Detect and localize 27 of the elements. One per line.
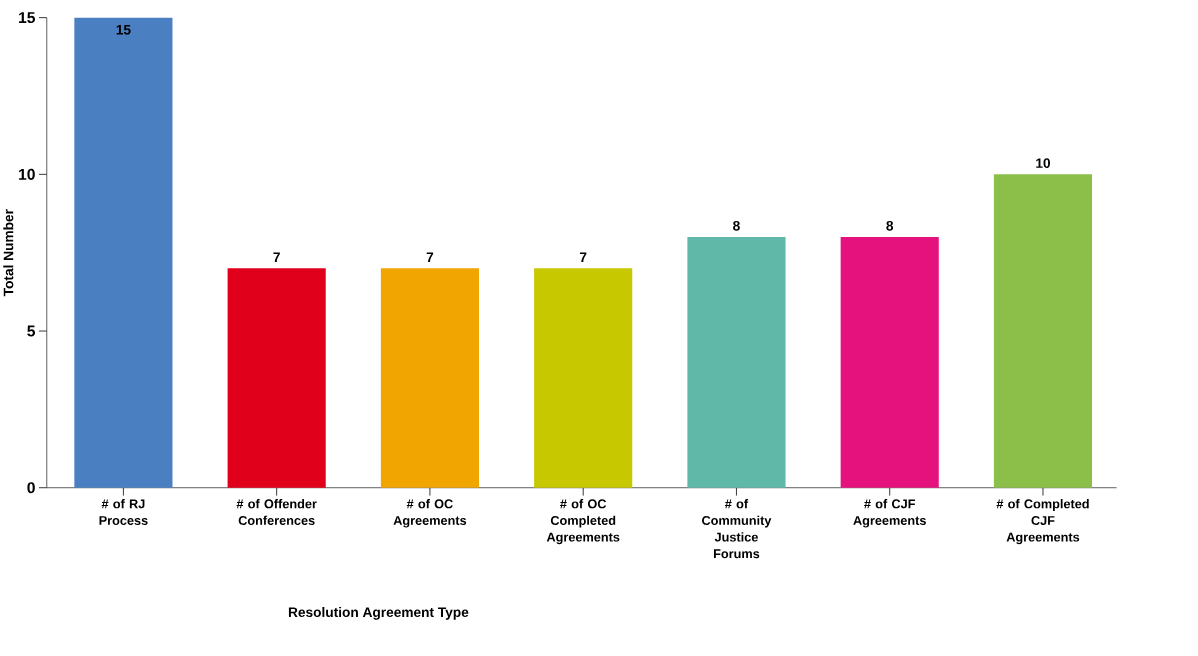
data-label: 15 [116,25,131,35]
data-label: 8 [733,221,740,231]
bar [380,268,479,488]
x-tick-label: # of Completed CJF Agreements [996,499,1089,545]
bar [534,268,633,488]
data-label: 7 [579,252,587,263]
bar [993,174,1093,488]
x-tick-label: # of OC Agreements [393,499,467,528]
bar [227,268,326,488]
bar [687,237,786,488]
data-label: 10 [1036,158,1051,169]
x-axis-title: Resolution Agreement Type [288,607,469,621]
x-tick-label: # of Community Justice Forums [702,499,772,559]
y-tick-label: 0 [27,482,35,494]
data-label: 8 [886,221,894,231]
y-tick-label: 5 [27,325,36,337]
x-tick-label: # of Offender Conferences [236,499,317,526]
x-tick-label: # of RJ Process [99,499,148,526]
y-tick-label: 10 [19,169,35,181]
bar [840,237,939,488]
bar [74,17,173,488]
y-axis-title: Total Number [3,209,14,297]
data-label: 7 [426,252,434,263]
y-tick-label: 15 [19,12,36,24]
x-tick-label: # of CJF Agreements [853,499,926,528]
data-label: 7 [273,252,280,263]
x-tick-label: # of OC Completed Agreements [546,499,620,545]
